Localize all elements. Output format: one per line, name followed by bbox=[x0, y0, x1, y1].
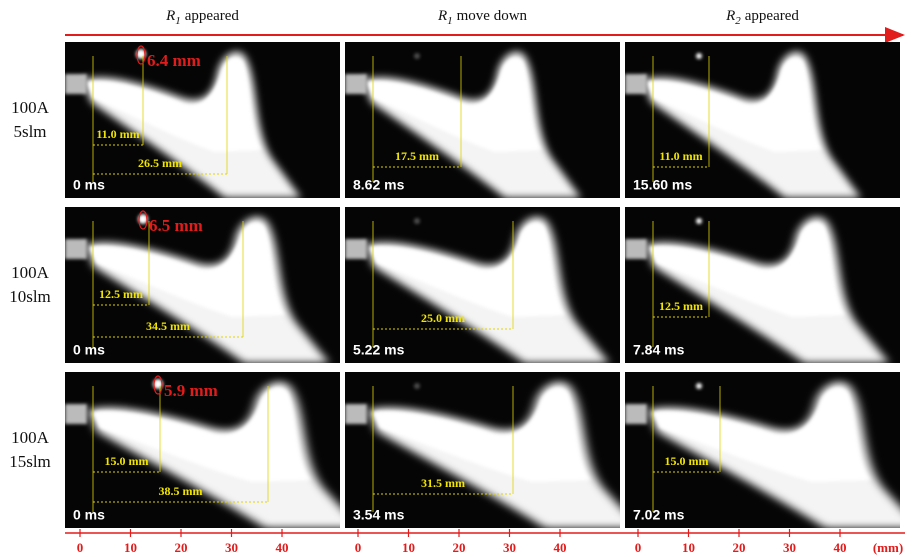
nozzle bbox=[345, 404, 367, 424]
header-subscript: 2 bbox=[735, 15, 741, 27]
scale-label: 0 bbox=[635, 540, 642, 555]
size-label: 6.5 mm bbox=[149, 216, 203, 235]
row-label: 15slm bbox=[9, 452, 51, 471]
distance-label: 26.5 mm bbox=[138, 156, 182, 170]
time-label: 0 ms bbox=[73, 342, 105, 358]
distance-label: 34.5 mm bbox=[146, 319, 190, 333]
distance-label: 38.5 mm bbox=[159, 484, 203, 498]
size-label: 5.9 mm bbox=[164, 381, 218, 400]
time-label: 0 ms bbox=[73, 177, 105, 193]
column-header: R1 appeared bbox=[165, 8, 239, 26]
scale-label: 40 bbox=[276, 540, 289, 555]
size-label: 6.4 mm bbox=[147, 51, 201, 70]
header-text: appeared bbox=[185, 8, 240, 24]
r-spot bbox=[414, 218, 420, 224]
header-symbol: R bbox=[437, 8, 447, 24]
time-label: 7.84 ms bbox=[633, 342, 685, 358]
scale-unit: (mm) bbox=[873, 540, 903, 555]
scale-label: 10 bbox=[682, 540, 695, 555]
header-symbol: R bbox=[725, 8, 735, 24]
photo-panel: 11.0 mm 15.60 ms bbox=[625, 42, 900, 198]
time-label: 15.60 ms bbox=[633, 177, 692, 193]
photo-panel: 25.0 mm 5.22 ms bbox=[345, 207, 620, 363]
scale-label: 30 bbox=[783, 540, 796, 555]
r-spot bbox=[414, 53, 420, 59]
distance-label: 15.0 mm bbox=[665, 454, 709, 468]
photo-panel: 11.0 mm 26.5 mm 6.4 mm 0 ms bbox=[65, 42, 340, 198]
header-text: move down bbox=[457, 8, 528, 24]
distance-label: 11.0 mm bbox=[96, 127, 139, 141]
scale-label: 10 bbox=[124, 540, 137, 555]
distance-label: 25.0 mm bbox=[421, 311, 465, 325]
photo-panel: 15.0 mm 38.5 mm 5.9 mm 0 ms bbox=[65, 372, 360, 528]
nozzle bbox=[625, 239, 647, 259]
scale-label: 20 bbox=[175, 540, 188, 555]
scale-label: 0 bbox=[77, 540, 84, 555]
r-spot bbox=[696, 53, 702, 59]
time-label: 0 ms bbox=[73, 507, 105, 523]
scale-label: 20 bbox=[733, 540, 746, 555]
header-subscript: 1 bbox=[447, 15, 453, 27]
scale-label: 30 bbox=[503, 540, 516, 555]
nozzle bbox=[345, 74, 367, 94]
distance-label: 17.5 mm bbox=[395, 149, 439, 163]
photo-panel: 12.5 mm 7.84 ms bbox=[625, 207, 900, 363]
time-label: 5.22 ms bbox=[353, 342, 405, 358]
distance-label: 12.5 mm bbox=[99, 287, 143, 301]
row-label: 100A bbox=[11, 98, 50, 117]
scale-label: 40 bbox=[554, 540, 567, 555]
row-label: 5slm bbox=[13, 122, 46, 141]
nozzle bbox=[65, 404, 87, 424]
nozzle bbox=[345, 239, 367, 259]
distance-label: 11.0 mm bbox=[659, 149, 702, 163]
scale-label: 40 bbox=[834, 540, 847, 555]
column-header: R1 move down bbox=[437, 8, 528, 26]
time-label: 3.54 ms bbox=[353, 507, 405, 523]
distance-label: 15.0 mm bbox=[105, 454, 149, 468]
scale-label: 0 bbox=[355, 540, 362, 555]
time-label: 7.02 ms bbox=[633, 507, 685, 523]
distance-label: 12.5 mm bbox=[659, 299, 703, 313]
header-subscript: 1 bbox=[175, 15, 181, 27]
nozzle bbox=[65, 239, 87, 259]
r-spot bbox=[696, 383, 702, 389]
header-text: appeared bbox=[745, 8, 800, 24]
photo-panel: 31.5 mm 3.54 ms bbox=[345, 372, 640, 528]
scale-label: 10 bbox=[402, 540, 415, 555]
nozzle bbox=[65, 74, 87, 94]
row-label: 100A bbox=[11, 263, 50, 282]
time-label: 8.62 ms bbox=[353, 177, 405, 193]
photo-panel: 17.5 mm 8.62 ms bbox=[345, 42, 620, 198]
r-spot bbox=[696, 218, 702, 224]
header-symbol: R bbox=[165, 8, 175, 24]
photo-panel: 12.5 mm 34.5 mm 6.5 mm 0 ms bbox=[65, 207, 340, 363]
r-spot bbox=[414, 383, 420, 389]
figure: R1appearedR1move downR2appeared100A5slm1… bbox=[0, 0, 913, 557]
photo-panel: 15.0 mm 7.02 ms bbox=[625, 372, 913, 528]
row-label: 10slm bbox=[9, 287, 51, 306]
nozzle bbox=[625, 404, 647, 424]
row-label: 100A bbox=[11, 428, 50, 447]
scale-label: 30 bbox=[225, 540, 238, 555]
column-header: R2 appeared bbox=[725, 8, 799, 26]
scale-label: 20 bbox=[453, 540, 466, 555]
distance-label: 31.5 mm bbox=[421, 476, 465, 490]
nozzle bbox=[625, 74, 647, 94]
